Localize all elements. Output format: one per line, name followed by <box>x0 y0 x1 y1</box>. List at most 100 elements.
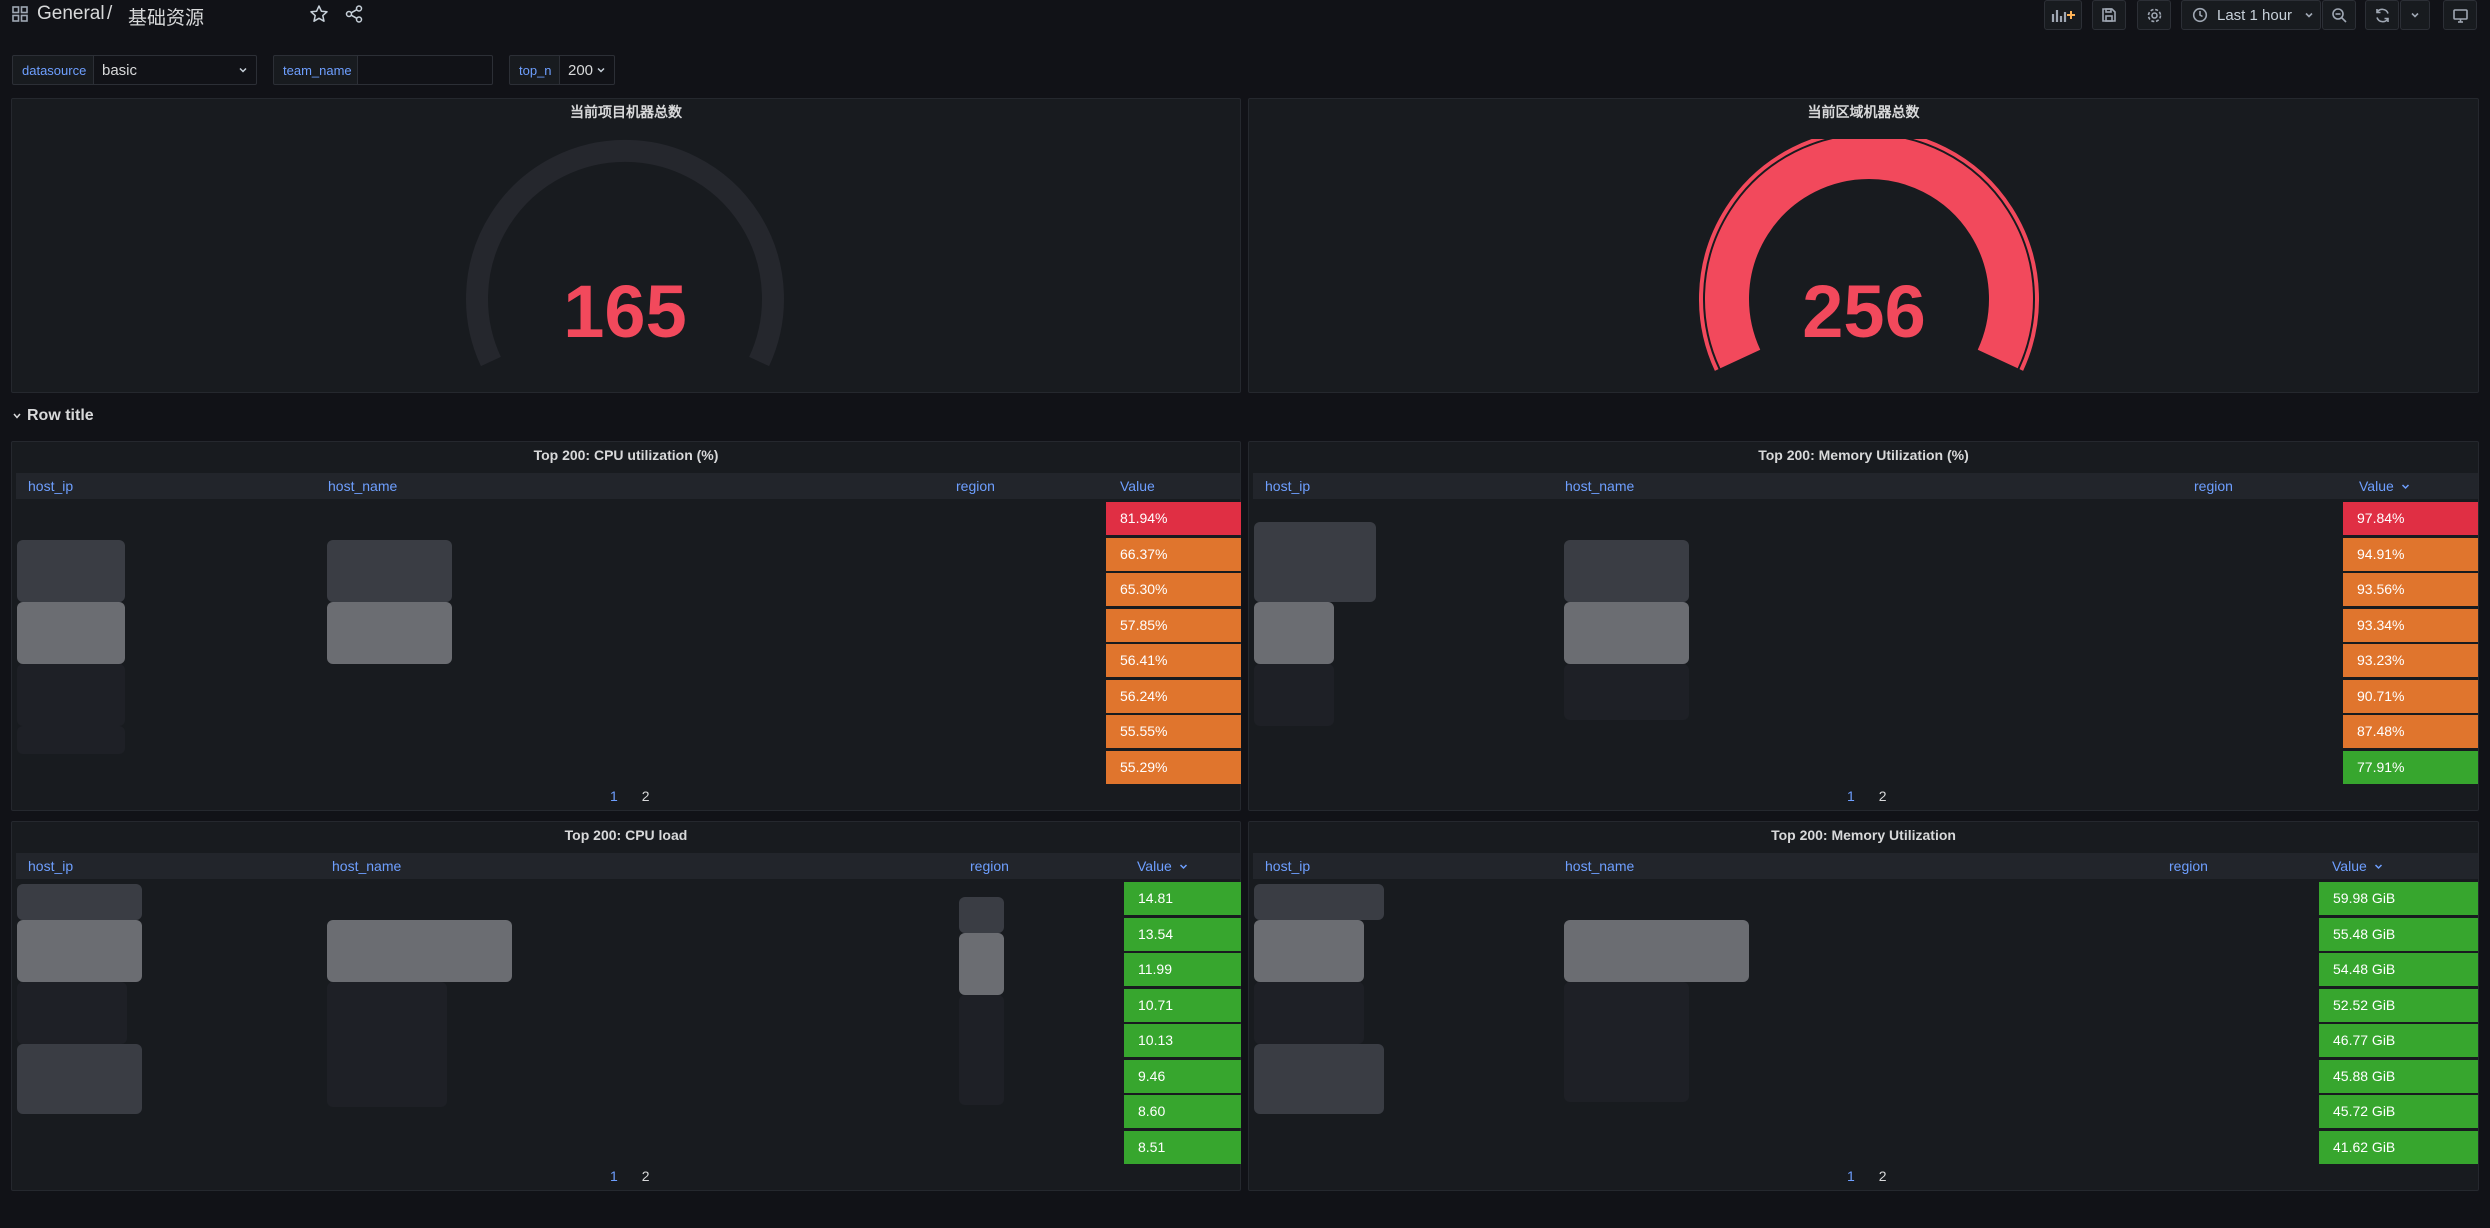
chevron-down-icon <box>239 67 247 73</box>
page-2-button[interactable]: 2 <box>641 788 650 804</box>
time-range-label: Last 1 hour <box>2217 6 2293 24</box>
top-n-select[interactable]: 200 <box>559 55 615 85</box>
tv-mode-button[interactable] <box>2443 0 2477 30</box>
page-2-button[interactable]: 2 <box>641 1168 650 1184</box>
redacted-cell <box>17 664 125 726</box>
page-2-button[interactable]: 2 <box>1878 1168 1887 1184</box>
dashboard-title[interactable]: 基础资源 <box>128 8 205 29</box>
save-icon <box>2102 8 2116 22</box>
sort-descending-icon <box>1179 864 1187 870</box>
table-row-value: 97.84% <box>2343 502 2478 535</box>
page-1-button[interactable]: 1 <box>610 1168 618 1184</box>
refresh-button[interactable] <box>2365 0 2399 30</box>
datasource-select[interactable]: basic <box>93 55 257 85</box>
table-row-value: 87.48% <box>2343 715 2478 748</box>
redacted-cell <box>17 920 142 982</box>
table-header: host_ip host_name region Value <box>16 853 1240 879</box>
column-header-value[interactable]: Value <box>2332 853 2383 879</box>
redacted-cell <box>1254 920 1364 982</box>
column-header-host-ip[interactable]: host_ip <box>28 858 74 874</box>
table-row-value: 46.77 GiB <box>2319 1024 2478 1057</box>
column-header-region[interactable]: region <box>2194 478 2233 494</box>
column-header-region[interactable]: region <box>2169 858 2208 874</box>
redacted-cell <box>1564 602 1689 664</box>
star-icon[interactable] <box>309 4 329 24</box>
column-header-host-name[interactable]: host_name <box>328 478 398 494</box>
redacted-cell <box>17 884 142 920</box>
page-1-button[interactable]: 1 <box>610 788 618 804</box>
table-row-value: 9.46 <box>1124 1059 1241 1093</box>
region-machines-value: 256 <box>1802 270 1926 353</box>
add-panel-icon <box>2051 10 2075 22</box>
column-header-region[interactable]: region <box>956 478 995 494</box>
table-row-value: 55.48 GiB <box>2319 917 2478 951</box>
redacted-cell <box>1254 664 1334 726</box>
column-header-host-ip[interactable]: host_ip <box>28 478 74 494</box>
table-row-value: 56.41% <box>1106 644 1241 677</box>
table-header: host_ip host_name region Value <box>1253 473 2478 499</box>
table-row-value: 14.81 <box>1124 882 1241 915</box>
panel-title: 当前项目机器总数 <box>570 104 682 120</box>
table-row-value: 93.34% <box>2343 608 2478 642</box>
column-header-host-ip[interactable]: host_ip <box>1265 858 1311 874</box>
table-row-value: 90.71% <box>2343 679 2478 713</box>
zoom-out-button[interactable] <box>2322 0 2356 30</box>
table-row-value: 8.60 <box>1124 1095 1241 1128</box>
table-row-value: 77.91% <box>2343 750 2478 784</box>
add-panel-button[interactable] <box>2044 0 2082 30</box>
chevron-down-icon <box>597 67 605 73</box>
panel-title: Top 200: Memory Utilization <box>1771 827 1956 843</box>
redacted-cell <box>1564 920 1749 982</box>
table-row-value: 11.99 <box>1124 953 1241 986</box>
table-row-value: 81.94% <box>1106 502 1241 535</box>
panel-title: Top 200: CPU utilization (%) <box>533 447 719 463</box>
redacted-cell <box>1254 884 1384 920</box>
chevron-down-icon <box>2305 12 2313 18</box>
project-machines-panel: 当前项目机器总数 165 <box>11 98 1241 393</box>
page-1-button[interactable]: 1 <box>1847 788 1855 804</box>
panel-title: 当前区域机器总数 <box>1807 104 1920 120</box>
column-header-host-name[interactable]: host_name <box>1565 858 1635 874</box>
column-header-host-name[interactable]: host_name <box>332 858 402 874</box>
page-1-button[interactable]: 1 <box>1847 1168 1855 1184</box>
datasource-select-value: basic <box>102 61 138 79</box>
region-gauge <box>1699 139 2039 371</box>
redacted-cell <box>959 995 1004 1105</box>
page-2-button[interactable]: 2 <box>1878 788 1887 804</box>
refresh-icon <box>2375 8 2389 22</box>
table-row-value: 10.71 <box>1124 988 1241 1022</box>
column-header-value[interactable]: Value <box>2359 473 2410 499</box>
redacted-cell <box>327 982 447 1107</box>
team-name-input[interactable] <box>357 55 493 85</box>
save-dashboard-button[interactable] <box>2092 0 2126 30</box>
sort-descending-icon <box>2374 864 2382 870</box>
redacted-cell <box>1564 982 1689 1102</box>
breadcrumb-separator: / <box>107 3 113 24</box>
redacted-cell <box>327 920 512 982</box>
apps-grid-icon[interactable] <box>11 5 29 23</box>
chevron-down-icon <box>2411 12 2419 18</box>
column-header-host-ip[interactable]: host_ip <box>1265 478 1311 494</box>
row-header[interactable]: Row title <box>12 405 94 427</box>
breadcrumb-folder[interactable]: General <box>37 3 105 24</box>
dashboard-settings-button[interactable] <box>2137 0 2171 30</box>
refresh-interval-button[interactable] <box>2400 0 2430 30</box>
table-row-value: 55.29% <box>1106 750 1241 784</box>
column-header-value[interactable]: Value <box>1137 853 1188 879</box>
share-icon[interactable] <box>344 4 364 24</box>
column-header-value[interactable]: Value <box>1120 478 1155 494</box>
redacted-cell <box>1254 1044 1384 1114</box>
column-header-host-name[interactable]: host_name <box>1565 478 1635 494</box>
memory-utilization-panel: Top 200: Memory Utilization host_ip host_n… <box>1248 821 2479 1191</box>
zoom-out-icon <box>2331 7 2347 23</box>
table-row-value: 13.54 <box>1124 917 1241 951</box>
top-bar: General / 基础资源 Last 1 hour <box>0 0 2490 30</box>
redacted-cell <box>1254 982 1364 1044</box>
panel-title: Top 200: Memory Utilization (%) <box>1758 447 1969 463</box>
table-row-value: 54.48 GiB <box>2319 953 2478 986</box>
variable-label-datasource: datasource <box>12 55 97 85</box>
cpu-utilization-panel: Top 200: CPU utilization (%) host_ip host_… <box>11 441 1241 811</box>
time-picker-button[interactable]: Last 1 hour <box>2181 0 2321 30</box>
redacted-cell <box>959 933 1004 995</box>
column-header-region[interactable]: region <box>970 858 1009 874</box>
